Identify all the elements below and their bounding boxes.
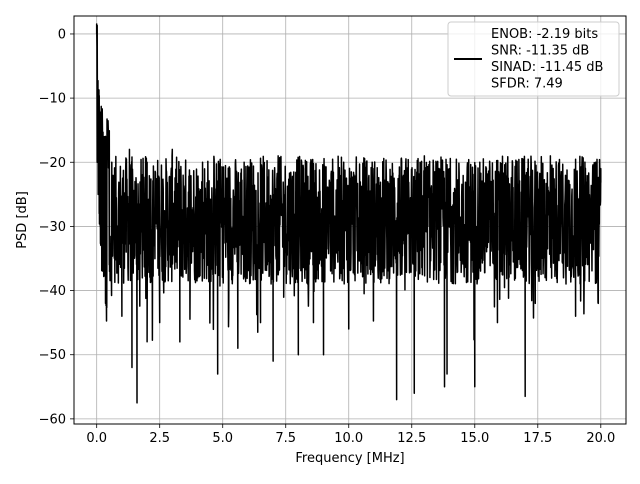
x-tick-label: 10.0 bbox=[334, 431, 363, 446]
y-tick-label: 0 bbox=[58, 27, 66, 42]
x-tick-label: 20.0 bbox=[586, 431, 615, 446]
y-tick-label: −30 bbox=[39, 220, 66, 235]
x-tick-label: 12.5 bbox=[397, 431, 426, 446]
legend-snr-text: SNR: -11.35 dB bbox=[491, 44, 589, 59]
legend-sinad-text: SINAD: -11.45 dB bbox=[491, 60, 603, 75]
psd-trace-group bbox=[95, 23, 602, 404]
y-tick-label: −60 bbox=[39, 412, 66, 427]
legend: ENOB: -2.19 bits SNR: -11.35 dB SINAD: -… bbox=[447, 21, 620, 97]
y-axis-label: PSD [dB] bbox=[15, 191, 30, 249]
x-tick-label: 2.5 bbox=[149, 431, 170, 446]
y-tick-label: −40 bbox=[39, 284, 66, 299]
y-tick-label: −20 bbox=[39, 156, 66, 171]
axes-frame bbox=[73, 15, 627, 425]
legend-box bbox=[447, 21, 620, 97]
x-tick-label: 15.0 bbox=[460, 431, 489, 446]
x-tick-label: 7.5 bbox=[275, 431, 296, 446]
x-tick-label: 5.0 bbox=[212, 431, 233, 446]
legend-enob-text: ENOB: -2.19 bits bbox=[491, 27, 598, 42]
x-axis-ticks: 0.0 2.5 5.0 7.5 10.0 12.5 15.0 17.5 20.0 bbox=[86, 424, 615, 446]
y-axis-ticks: 0 −10 −20 −30 −40 −50 −60 bbox=[39, 27, 74, 427]
y-tick-label: −10 bbox=[39, 92, 66, 107]
y-tick-label: −50 bbox=[39, 348, 66, 363]
legend-sfdr-text: SFDR: 7.49 bbox=[491, 77, 563, 92]
x-axis-label: Frequency [MHz] bbox=[295, 451, 404, 466]
x-tick-label: 17.5 bbox=[523, 431, 552, 446]
psd-series-line bbox=[95, 23, 602, 404]
x-tick-label: 0.0 bbox=[86, 431, 107, 446]
